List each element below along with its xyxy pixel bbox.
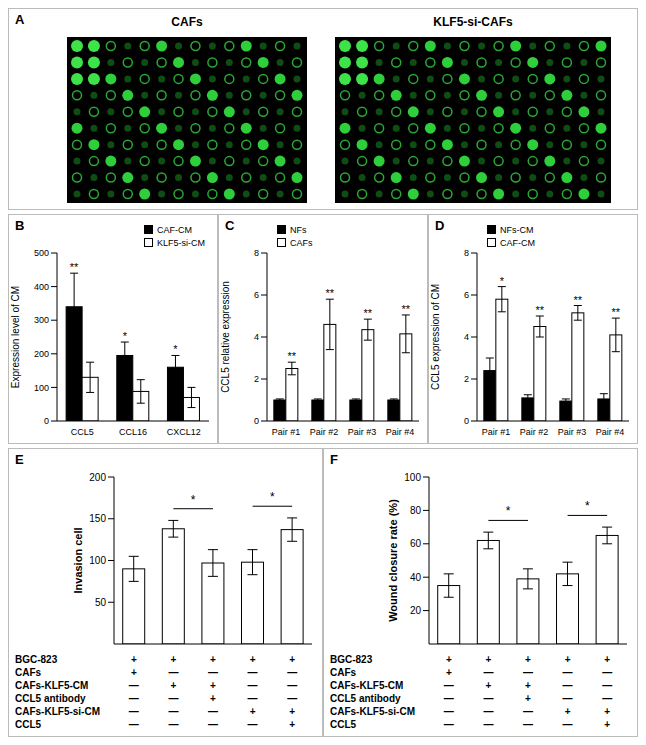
html-text:CAFs-KLF5-si-CM: CAFs-KLF5-si-CM [15,706,100,717]
svg-text:*: * [585,499,590,513]
svg-text:8: 8 [254,248,259,258]
svg-text:Pair #4: Pair #4 [386,427,415,437]
svg-text:**: ** [326,287,335,299]
html-text:D: D [435,218,445,233]
html-text:E: E [15,452,24,467]
svg-text:Invasion cell: Invasion cell [72,527,84,593]
svg-text:*: * [173,343,178,355]
html-text:NFs: NFs [290,224,307,235]
html-text:F: F [330,452,338,467]
svg-text:Pair #3: Pair #3 [348,427,377,437]
html-text:B: B [15,218,25,233]
svg-text:Pair #2: Pair #2 [310,427,339,437]
html-text:CCL5 antibody: CCL5 antibody [15,693,86,704]
html-text:NFs-CM: NFs-CM [500,224,534,235]
svg-text:8: 8 [464,248,469,258]
svg-text:Wound closure rate (%): Wound closure rate (%) [387,499,399,622]
html-text:CCL5: CCL5 [15,719,42,730]
svg-text:**: ** [402,303,411,315]
svg-text:**: ** [70,261,79,273]
svg-text:*: * [270,490,275,504]
svg-text:0: 0 [464,416,469,426]
svg-text:150: 150 [89,513,106,524]
html-text:KLF5-si-CM: KLF5-si-CM [157,237,205,248]
html-text:CAFs: CAFs [290,237,313,248]
svg-text:2: 2 [464,374,469,384]
svg-text:CCL5 expression of CM: CCL5 expression of CM [430,284,441,390]
svg-text:0: 0 [44,416,49,426]
html-text:CCL5 antibody: CCL5 antibody [330,693,401,704]
svg-text:*: * [191,493,196,507]
svg-text:6: 6 [254,290,259,300]
svg-text:60: 60 [410,538,422,549]
svg-text:Pair #3: Pair #3 [558,427,587,437]
html-text:CAFs-KLF5-CM: CAFs-KLF5-CM [15,680,89,691]
svg-text:*: * [500,275,505,287]
html-text:C: C [225,218,235,233]
svg-text:Pair #1: Pair #1 [482,427,511,437]
svg-text:CCL5 relative expression: CCL5 relative expression [220,281,231,393]
html-text:CAF-CM: CAF-CM [500,237,535,248]
svg-text:Pair #1: Pair #1 [272,427,301,437]
html-text:KLF5-si-CAFs: KLF5-si-CAFs [433,15,513,29]
svg-text:100: 100 [404,472,421,483]
svg-text:**: ** [288,350,297,362]
svg-text:50: 50 [95,597,107,608]
html-text:CAF-CM: CAF-CM [157,224,192,235]
svg-text:200: 200 [34,349,49,359]
svg-text:*: * [506,504,511,518]
html-text:CCL5: CCL5 [330,719,357,730]
html-text:CAFs: CAFs [15,667,42,678]
svg-text:400: 400 [34,282,49,292]
svg-text:CCL5: CCL5 [71,427,94,437]
html-text:CAFs-KLF5-CM: CAFs-KLF5-CM [330,680,404,691]
html-text:A: A [15,12,25,27]
svg-text:Pair #4: Pair #4 [596,427,625,437]
svg-text:500: 500 [34,248,49,258]
svg-text:80: 80 [410,505,422,516]
html-text:BGC-823: BGC-823 [15,654,58,665]
svg-text:CCL16: CCL16 [119,427,147,437]
svg-text:Pair #2: Pair #2 [520,427,549,437]
svg-text:4: 4 [254,332,259,342]
svg-text:**: ** [536,304,545,316]
svg-text:300: 300 [34,315,49,325]
svg-text:40: 40 [410,572,422,583]
svg-text:100: 100 [89,555,106,566]
svg-text:CXCL12: CXCL12 [167,427,201,437]
svg-text:**: ** [612,306,621,318]
html-text:CAFs-KLF5-si-CM: CAFs-KLF5-si-CM [330,706,415,717]
svg-text:20: 20 [410,605,422,616]
svg-text:6: 6 [464,290,469,300]
svg-text:*: * [123,330,128,342]
svg-text:Expression level of CM: Expression level of CM [10,286,21,388]
html-text:CAFs: CAFs [330,667,357,678]
html-text:CAFs: CAFs [171,15,203,29]
html-text:BGC-823: BGC-823 [330,654,373,665]
svg-text:2: 2 [254,374,259,384]
svg-text:0: 0 [254,416,259,426]
svg-text:200: 200 [89,472,106,483]
svg-text:**: ** [364,307,373,319]
svg-text:**: ** [574,294,583,306]
svg-text:4: 4 [464,332,469,342]
svg-text:100: 100 [34,383,49,393]
